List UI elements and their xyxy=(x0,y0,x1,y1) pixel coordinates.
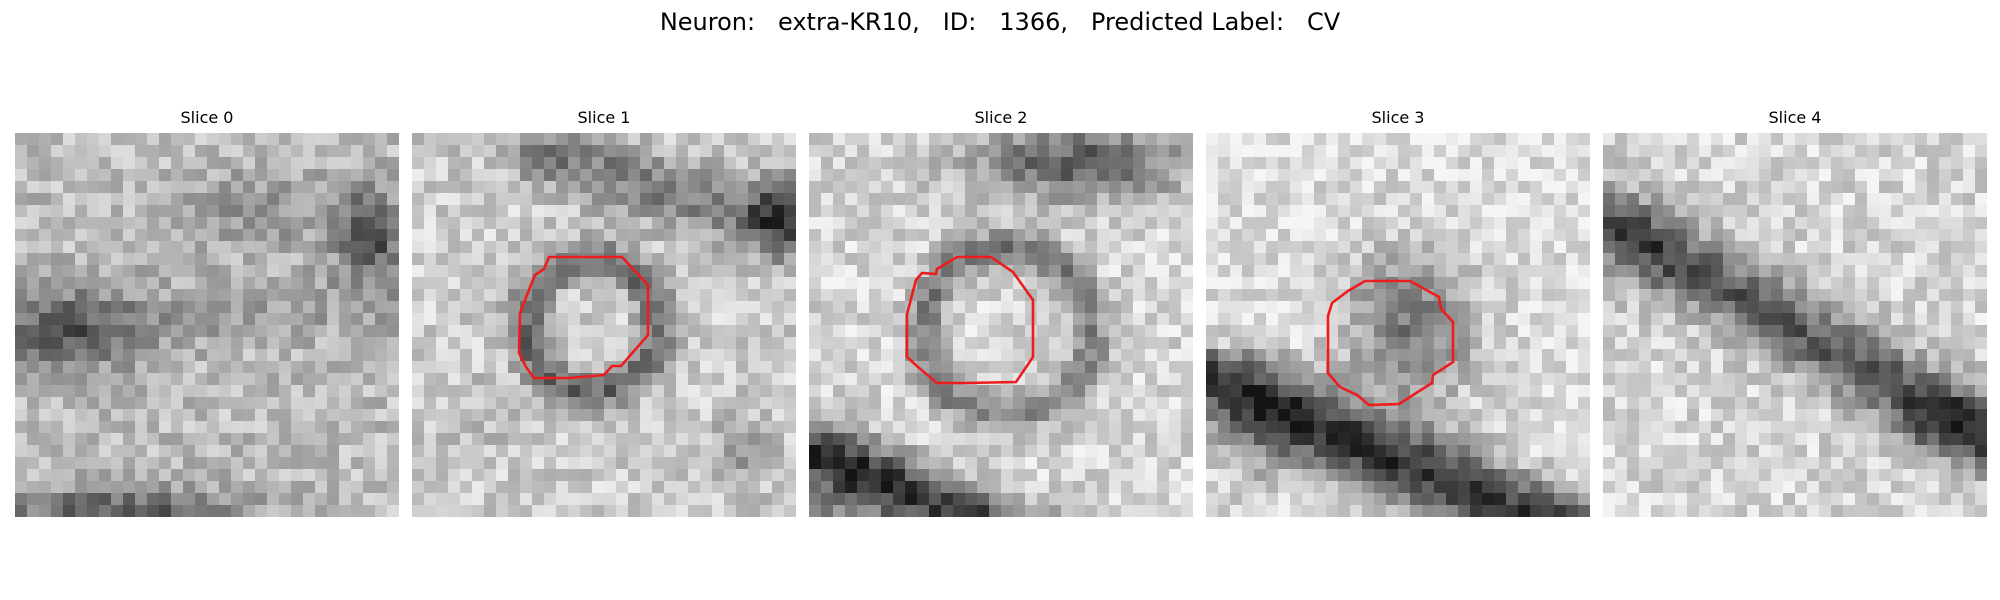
slice-title: Slice 1 xyxy=(577,108,631,127)
neuron-name: extra-KR10, xyxy=(778,8,920,36)
roi-contour xyxy=(905,255,1035,385)
slice-image xyxy=(809,133,1193,517)
slice-image xyxy=(15,133,399,517)
id-value: 1366, xyxy=(999,8,1068,36)
slice-title: Slice 2 xyxy=(974,108,1028,127)
neuron-label: Neuron: xyxy=(659,8,756,36)
slice-image xyxy=(412,133,796,517)
roi-contour xyxy=(1326,279,1455,407)
id-label: ID: xyxy=(942,8,977,36)
figure-title: Neuron: extra-KR10, ID: 1366, Predicted … xyxy=(0,4,2000,40)
slice-image xyxy=(1603,133,1987,517)
roi-contour xyxy=(517,255,650,380)
predicted-label-value: CV xyxy=(1306,8,1341,36)
slice-title: Slice 3 xyxy=(1371,108,1425,127)
slice-title: Slice 0 xyxy=(180,108,234,127)
slice-image xyxy=(1206,133,1590,517)
predicted-label-label: Predicted Label: xyxy=(1090,8,1285,36)
slice-title: Slice 4 xyxy=(1768,108,1822,127)
